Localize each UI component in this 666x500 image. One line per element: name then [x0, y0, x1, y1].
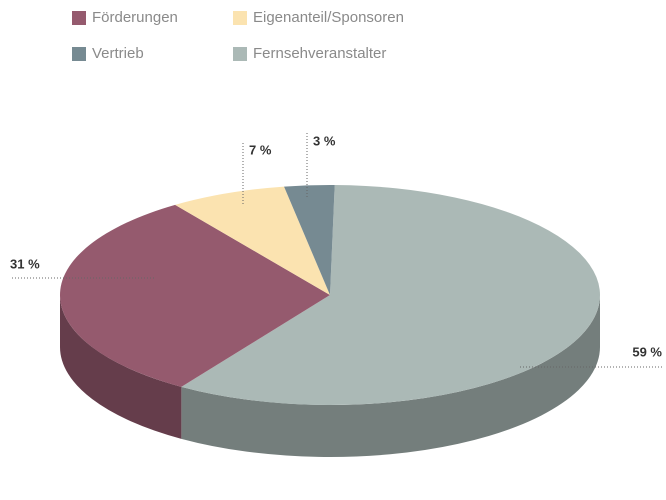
- slice: [284, 185, 335, 295]
- legend-swatch: [72, 11, 86, 25]
- value-label: 31 %: [10, 256, 40, 271]
- slice: [181, 185, 601, 406]
- legend-swatch: [72, 47, 86, 61]
- legend-label: Vertrieb: [92, 45, 144, 62]
- legend-swatch: [233, 11, 247, 25]
- slice-side: [181, 295, 601, 457]
- legend-swatch: [233, 47, 247, 61]
- legend-label: Fernsehveranstalter: [253, 45, 386, 62]
- value-label: 7 %: [249, 142, 272, 157]
- value-label: 3 %: [313, 133, 336, 148]
- slice: [60, 204, 330, 387]
- slice-side: [60, 295, 182, 439]
- legend-label: Eigenanteil/Sponsoren: [253, 9, 404, 26]
- legend-label: Förderungen: [92, 9, 178, 26]
- value-label: 59 %: [632, 344, 662, 359]
- slice: [175, 186, 330, 295]
